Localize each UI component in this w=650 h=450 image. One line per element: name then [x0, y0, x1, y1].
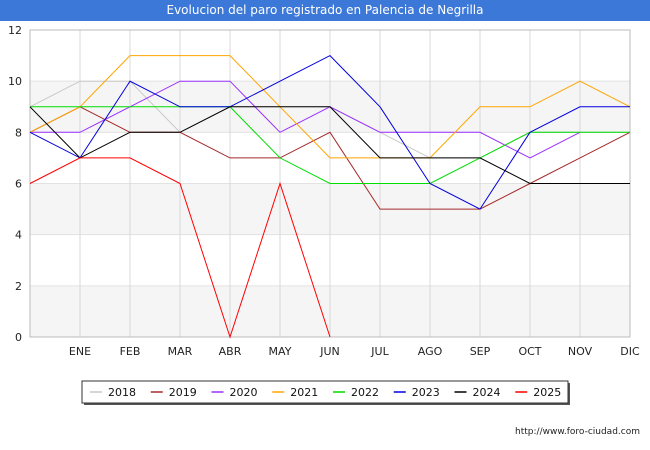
y-tick-label: 12 [8, 24, 22, 37]
x-tick-label: SEP [470, 345, 491, 358]
y-tick-label: 0 [15, 331, 22, 344]
y-tick-label: 2 [15, 280, 22, 293]
legend-label: 2025 [533, 386, 561, 399]
x-tick-label: JUN [319, 345, 340, 358]
series-line-2023 [29, 54, 630, 210]
y-tick-label: 8 [15, 126, 22, 139]
x-tick-label: FEB [120, 345, 141, 358]
series-line-2020 [30, 80, 581, 159]
chart-title: Evolucion del paro registrado en Palenci… [0, 0, 650, 21]
y-tick-label: 10 [8, 75, 22, 88]
x-tick-label: MAR [168, 345, 193, 358]
y-tick-label: 4 [15, 229, 22, 242]
x-tick-label: ENE [69, 345, 91, 358]
x-tick-label: DIC [620, 345, 640, 358]
legend-label: 2023 [412, 386, 440, 399]
x-tick-label: JUL [370, 345, 389, 358]
series-line-2024 [29, 106, 630, 184]
x-tick-label: AGO [418, 345, 443, 358]
series-line-2025 [29, 157, 331, 339]
series-line-2021 [29, 55, 631, 159]
x-tick-label: ABR [219, 345, 242, 358]
legend-label: 2024 [473, 386, 501, 399]
legend-label: 2020 [230, 386, 258, 399]
legend-label: 2022 [351, 386, 379, 399]
legend-label: 2018 [108, 386, 136, 399]
legend-label: 2021 [290, 386, 318, 399]
legend-label: 2019 [169, 386, 197, 399]
x-tick-label: NOV [568, 345, 593, 358]
x-tick-label: MAY [269, 345, 292, 358]
source-url: http://www.foro-ciudad.com [515, 427, 640, 437]
y-tick-label: 6 [15, 178, 22, 191]
x-tick-label: OCT [518, 345, 541, 358]
legend-box [81, 380, 569, 404]
